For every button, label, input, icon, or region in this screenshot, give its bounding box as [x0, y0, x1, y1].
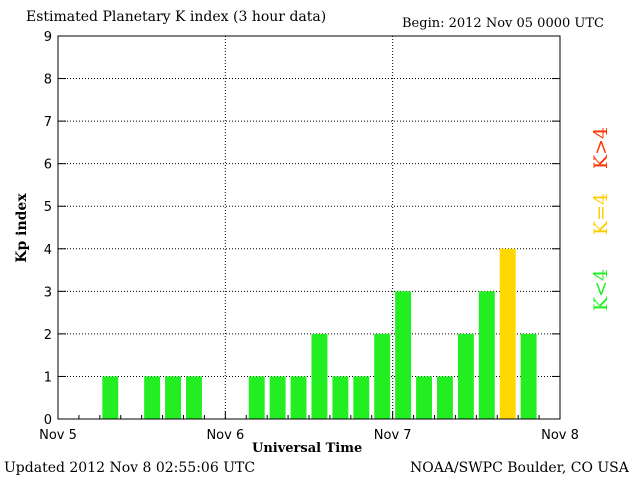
x-tick-label: Nov 5 [39, 428, 77, 443]
x-tick-label: Nov 6 [206, 428, 244, 443]
updated-timestamp: Updated 2012 Nov 8 02:55:06 UTC [4, 460, 256, 476]
kp-bar [499, 248, 516, 419]
kp-bar [520, 333, 537, 419]
y-axis-label: Kp index [14, 193, 30, 263]
kp-bar [374, 333, 391, 419]
legend-k-lt-4: K<4 [590, 268, 612, 312]
y-tick-label: 5 [44, 200, 52, 215]
x-tick-label: Nov 8 [541, 428, 579, 443]
y-tick-label: 1 [44, 370, 52, 385]
grid-lines [58, 36, 560, 419]
kp-bar [311, 333, 328, 419]
bars [102, 248, 537, 419]
kp-bar [102, 376, 119, 419]
kp-bar [332, 376, 349, 419]
kp-bar [290, 376, 307, 419]
begin-time: Begin: 2012 Nov 05 0000 UTC [402, 16, 604, 31]
kp-bar [269, 376, 286, 419]
kp-bar [395, 291, 412, 419]
kp-bar [353, 376, 370, 419]
kp-bar [437, 376, 453, 419]
y-tick-label: 7 [44, 115, 52, 130]
x-tick-label: Nov 7 [374, 428, 412, 443]
kp-bar [165, 376, 181, 419]
kp-bar [144, 376, 161, 419]
y-tick-label: 6 [44, 158, 52, 173]
kp-bar [478, 291, 495, 419]
legend-k-eq-4: K=4 [590, 192, 612, 236]
credit-line: NOAA/SWPC Boulder, CO USA [410, 460, 629, 476]
kp-bar [457, 333, 474, 419]
legend-k-gt-4: K>4 [590, 126, 612, 170]
kp-bar [416, 376, 432, 419]
y-tick-label: 4 [44, 243, 52, 258]
chart-title: Estimated Planetary K index (3 hour data… [26, 9, 327, 25]
y-tick-label: 0 [44, 413, 52, 428]
y-tick-label: 2 [44, 328, 52, 343]
x-axis-label: Universal Time [252, 441, 363, 456]
y-tick-label: 9 [44, 30, 52, 45]
kp-bar [248, 376, 265, 419]
y-tick-label: 3 [44, 285, 52, 300]
y-tick-label: 8 [44, 73, 52, 88]
kp-bar [186, 376, 202, 419]
axis-ticks: 0 1 2 3 4 5 6 7 8 9 Nov 5 Nov 6 Nov 7 Nov 8 [39, 30, 579, 443]
